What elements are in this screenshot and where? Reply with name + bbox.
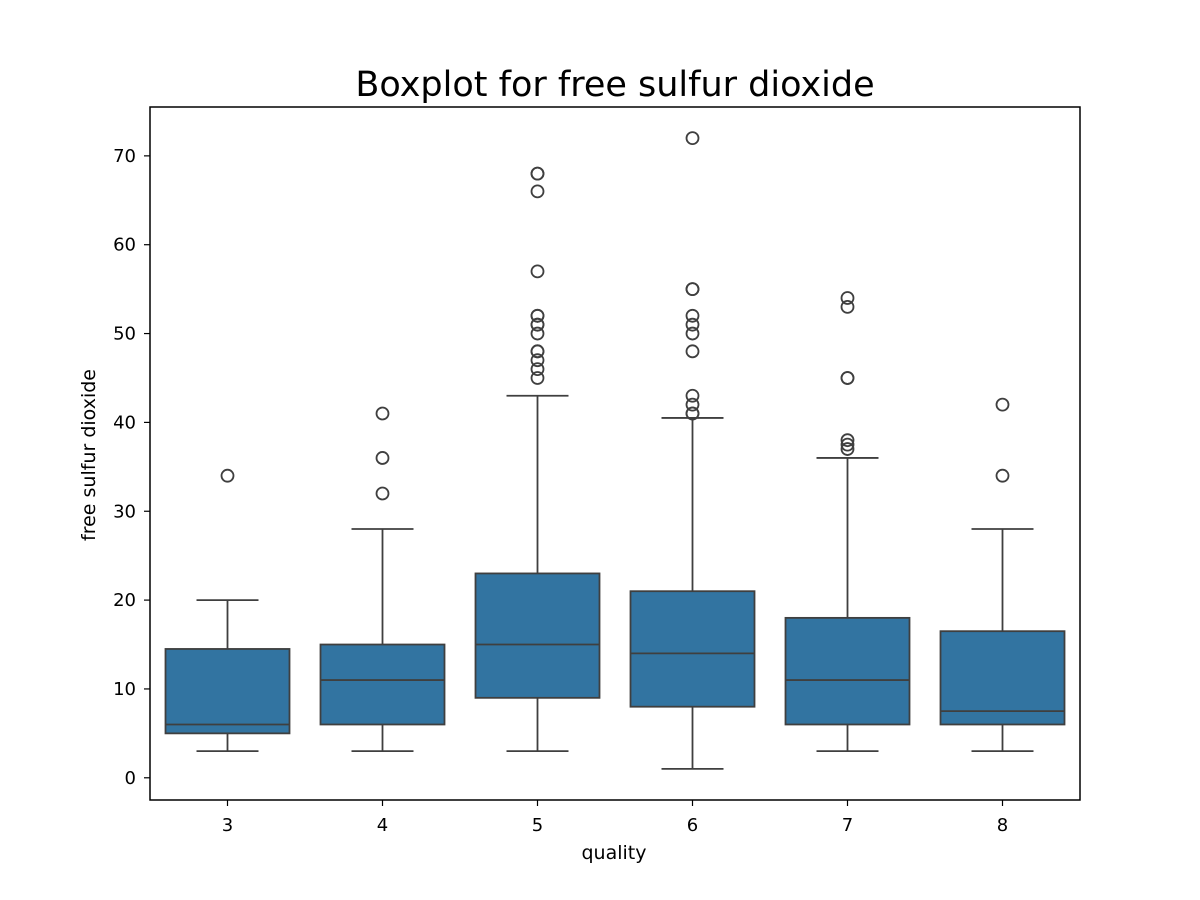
x-tick-label: 8 <box>997 815 1008 836</box>
y-tick-label: 30 <box>113 501 136 522</box>
outlier-point <box>530 353 545 368</box>
x-axis: 3 4 5 6 7 8 <box>222 800 1008 836</box>
outlier-point <box>685 326 700 341</box>
outlier-point <box>840 291 855 305</box>
box-iqr <box>474 572 601 699</box>
box-group-6 <box>629 131 756 770</box>
outlier-point <box>530 371 545 385</box>
outlier-point <box>685 308 700 323</box>
y-tick-label: 70 <box>113 146 136 167</box>
x-tick-label: 7 <box>842 815 853 836</box>
outlier-point <box>685 344 700 359</box>
outlier-point <box>995 468 1010 483</box>
outlier-point <box>840 442 855 456</box>
box-group-3 <box>164 468 291 753</box>
x-tick-label: 4 <box>377 815 388 836</box>
box-group-5 <box>474 166 601 753</box>
y-tick-label: 50 <box>113 324 136 345</box>
outlier-point <box>375 406 390 421</box>
x-tick-label: 6 <box>687 815 698 836</box>
y-tick-label: 10 <box>113 679 136 700</box>
outlier-point <box>685 406 700 421</box>
plot-frame <box>149 106 1081 801</box>
box-group-7 <box>784 291 911 753</box>
outlier-point <box>530 184 545 199</box>
outlier-point <box>685 317 700 332</box>
box-iqr <box>784 616 911 726</box>
y-axis: 0 10 20 30 40 50 60 70 <box>113 146 150 789</box>
x-tick-label: 3 <box>222 815 233 836</box>
y-tick-label: 0 <box>125 768 136 789</box>
outlier-point <box>530 308 545 323</box>
outlier-point <box>840 437 855 452</box>
outlier-point <box>220 468 235 483</box>
outlier-point <box>840 433 855 448</box>
outlier-point <box>375 486 390 501</box>
outlier-point <box>530 326 545 341</box>
outlier-point <box>530 344 545 359</box>
box-group-8 <box>939 397 1066 753</box>
box-iqr <box>939 630 1066 726</box>
plot-content <box>164 131 1066 770</box>
y-tick-label: 60 <box>113 235 136 256</box>
y-tick-label: 20 <box>113 590 136 611</box>
outlier-point <box>530 317 545 332</box>
outlier-point <box>840 371 855 385</box>
outlier-point <box>840 300 855 314</box>
outlier-point <box>685 388 700 403</box>
outlier-point <box>530 166 545 181</box>
outlier-point <box>995 397 1010 412</box>
chart-title: Boxplot for free sulfur dioxide <box>355 65 874 105</box>
outlier-point <box>530 264 545 279</box>
y-tick-label: 40 <box>113 412 136 433</box>
box-iqr <box>319 643 446 726</box>
box-iqr <box>164 648 291 735</box>
box-iqr <box>629 590 756 708</box>
outlier-point <box>685 397 700 412</box>
x-axis-label: quality <box>582 842 647 864</box>
outlier-point <box>375 451 390 465</box>
box-group-4 <box>319 406 446 753</box>
outlier-point <box>685 282 700 297</box>
y-axis-label: free sulfur dioxide <box>78 369 100 541</box>
outlier-point <box>685 131 700 145</box>
outlier-point <box>530 362 545 376</box>
x-tick-label: 5 <box>532 815 543 836</box>
